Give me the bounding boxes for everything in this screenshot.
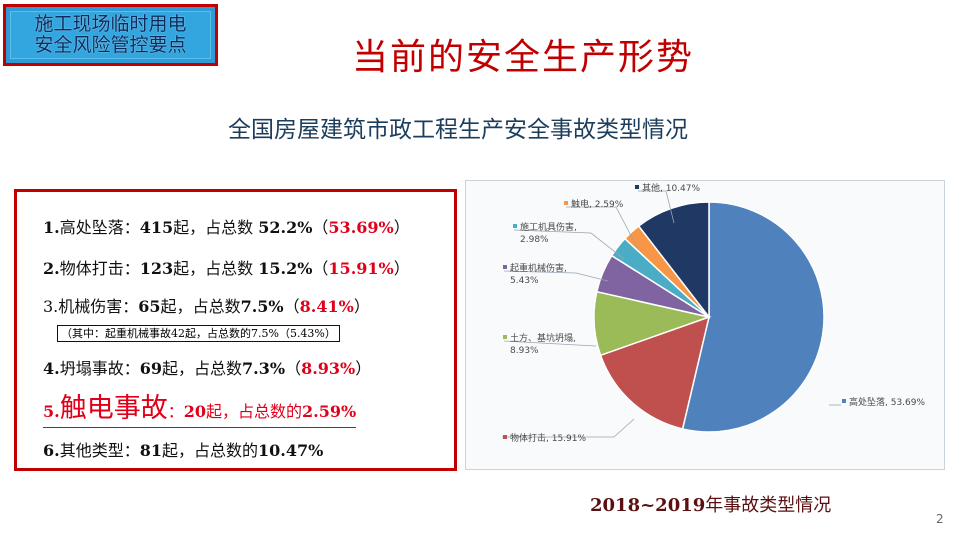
stat-count: 69 (139, 359, 162, 378)
slice-label-2: 物体打击, 15.91% (510, 432, 586, 444)
chart-caption-text: 年事故类型情况 (705, 495, 832, 516)
paren-close: ） (355, 359, 372, 378)
stat-count: 415 (139, 218, 174, 237)
stat-unit: 起， (161, 359, 194, 378)
slice-label-4: 起重机械伤害, (510, 262, 567, 274)
leader-line-7 (638, 190, 675, 224)
accident-type-pie-chart: 高处坠落, 53.69% 物体打击, 15.91% 土方、基坑坍塌, 8.93% 起重机… (465, 180, 945, 470)
leader-line-5 (513, 229, 625, 260)
stat-share: 2.59% (302, 402, 357, 421)
paren-open: （ (312, 259, 329, 278)
stat-count: 123 (139, 259, 174, 278)
stat-name: 高处坠落： (59, 218, 140, 237)
legend-swatch-5 (513, 224, 517, 228)
topic-badge-inner: 施工现场临时用电 安全风险管控要点 (10, 11, 211, 59)
stat-name: 物体打击： (59, 259, 140, 278)
legend-swatch-1 (842, 399, 846, 403)
stat-recent-share: 53.69% (328, 218, 394, 237)
stat-name: 触电事故 (59, 393, 168, 424)
leader-line-6 (566, 206, 639, 250)
pie-slice-1 (681, 201, 825, 433)
stat-sep: ： (167, 402, 184, 421)
stat-name: 机械伤害： (58, 297, 139, 316)
stat-share-text: 占总数 (205, 259, 259, 278)
legend-swatch-3 (503, 335, 507, 339)
stat-unit: 起， (173, 259, 206, 278)
stat-unit: 起， (161, 441, 194, 460)
stat-line-machinery: 3.机械伤害：65起，占总数7.5%（8.41%） (43, 293, 370, 317)
leader-line-3 (503, 340, 597, 347)
stat-share: 52.2% (258, 218, 313, 237)
stat-share-text: 占总数的 (194, 441, 259, 460)
stat-unit: 起， (160, 297, 193, 316)
stat-share-text: 占总数 (205, 218, 259, 237)
legend-swatch-7 (635, 185, 639, 189)
topic-badge: 施工现场临时用电 安全风险管控要点 (3, 4, 218, 66)
stat-line-collapse: 4.坍塌事故：69起，占总数7.3%（8.93%） (43, 355, 371, 379)
slice-label-5: 施工机具伤害, (520, 221, 577, 233)
stat-share: 10.47% (258, 441, 324, 460)
slice-label-3: 8.93% (510, 346, 539, 356)
stat-count: 81 (139, 441, 162, 460)
stat-name: 坍塌事故： (59, 359, 140, 378)
legend-swatch-6 (564, 201, 568, 205)
stat-line-falls: 1.高处坠落：415起，占总数 52.2%（53.69%） (43, 214, 410, 238)
accident-stats-panel: 1.高处坠落：415起，占总数 52.2%（53.69%） 2.物体打击：123… (14, 189, 457, 471)
legend-swatch-2 (503, 435, 507, 439)
paren-close: ） (393, 218, 410, 237)
chart-caption: 2018~2019年事故类型情况 (590, 491, 831, 517)
stat-num: 3. (43, 297, 59, 316)
leader-line-4 (503, 270, 609, 282)
leader-line-2 (502, 418, 635, 438)
chart-caption-years: 2018~2019 (590, 495, 706, 516)
slice-label-7: 其他, 10.47% (642, 182, 700, 194)
paren-open: （ (283, 297, 300, 316)
slice-label-4: 5.43% (510, 276, 539, 286)
slice-label-3: 土方、基坑坍塌, (510, 332, 576, 344)
page-title: 当前的安全生产形势 (352, 37, 695, 78)
stat-share-text: 占总数的 (238, 402, 303, 421)
paren-open: （ (285, 359, 302, 378)
stat-recent-share: 8.93% (301, 359, 356, 378)
slide-subtitle: 全国房屋建筑市政工程生产安全事故类型情况 (228, 117, 688, 143)
paren-close: ） (393, 259, 410, 278)
stat-share-text: 占总数 (194, 359, 243, 378)
stat-line-object-strike: 2.物体打击：123起，占总数 15.2%（15.91%） (43, 255, 410, 279)
stat-num: 1. (43, 218, 60, 237)
stat-share: 7.3% (242, 359, 286, 378)
stat-name: 其他类型： (59, 441, 140, 460)
pie-chart-svg: 高处坠落, 53.69% 物体打击, 15.91% 土方、基坑坍塌, 8.93% 起重机… (502, 182, 925, 444)
slice-label-1: 高处坠落, 53.69% (849, 396, 925, 408)
stat-share-text: 占总数 (192, 297, 241, 316)
stat-recent-share: 8.41% (299, 297, 354, 316)
paren-open: （ (312, 218, 329, 237)
slice-label-6: 触电, 2.59% (571, 198, 624, 210)
slice-label-5: 2.98% (520, 235, 549, 245)
stat-num: 6. (43, 441, 60, 460)
stat-num: 4. (43, 359, 60, 378)
stat-recent-share: 15.91% (328, 259, 394, 278)
stat-share: 7.5% (240, 297, 284, 316)
topic-badge-line2: 安全风险管控要点 (34, 34, 187, 56)
paren-close: ） (353, 297, 370, 316)
topic-badge-line1: 施工现场临时用电 (34, 13, 187, 35)
pie-slice-2 (599, 315, 711, 430)
legend-swatch-4 (503, 265, 507, 269)
stat-unit: 起， (173, 218, 206, 237)
crane-accident-note: （其中：起重机械事故42起，占总数的7.5%（5.43%） (57, 325, 340, 342)
stat-num: 2. (43, 259, 60, 278)
stat-unit: 起， (205, 402, 238, 421)
stat-count: 20 (183, 402, 206, 421)
stat-line-electrocution: 5.触电事故：20起，占总数的2.59% (43, 386, 357, 428)
page-number: 2 (936, 512, 944, 526)
stat-num: 5. (43, 402, 60, 421)
stat-count: 65 (138, 297, 161, 316)
stat-share: 15.2% (258, 259, 313, 278)
stat-line-other: 6.其他类型：81起，占总数的10.47% (43, 437, 323, 461)
pie-slice-7 (637, 201, 710, 320)
